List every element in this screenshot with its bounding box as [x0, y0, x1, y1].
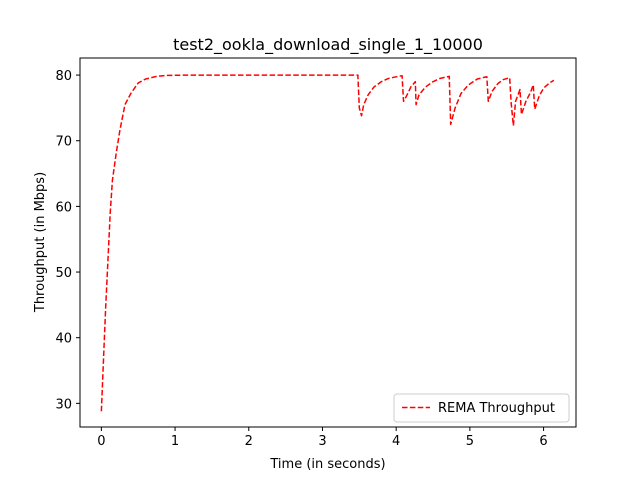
x-axis: 0 1 2 3 4 5 6 [97, 427, 548, 449]
y-tick-label: 60 [55, 200, 72, 215]
legend: REMA Throughput [393, 393, 570, 423]
y-tick-label: 50 [55, 266, 72, 281]
x-axis-label: Time (in seconds) [269, 457, 385, 472]
y-tick-label: 40 [55, 332, 72, 347]
x-tick-label: 5 [466, 434, 474, 449]
x-tick-label: 3 [318, 434, 326, 449]
y-tick-label: 70 [55, 135, 72, 150]
legend-label: REMA Throughput [438, 401, 555, 416]
x-tick-label: 1 [171, 434, 179, 449]
y-tick-label: 30 [55, 397, 72, 412]
x-tick-label: 4 [392, 434, 400, 449]
chart-title: test2_ookla_download_single_1_10000 [173, 35, 483, 55]
y-tick-label: 80 [55, 69, 72, 84]
plot-area [100, 74, 555, 412]
y-axis: 30 40 50 60 70 80 [55, 69, 80, 412]
legend-box [393, 393, 570, 423]
x-tick-label: 2 [245, 434, 253, 449]
x-tick-label: 6 [539, 434, 547, 449]
series-line-rema-throughput [100, 74, 555, 412]
x-tick-label: 0 [97, 434, 105, 449]
plot-frame [79, 57, 577, 428]
y-axis-label: Throughput (in Mbps) [33, 172, 48, 313]
